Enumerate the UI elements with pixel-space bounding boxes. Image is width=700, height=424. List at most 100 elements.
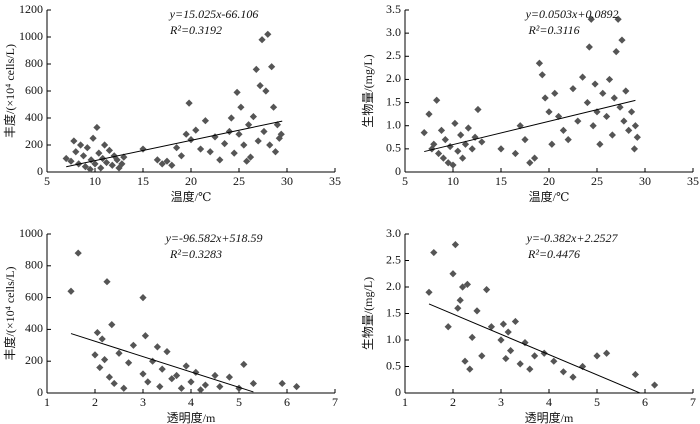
point [120,384,128,392]
y-tick-label: 0.5 [386,358,401,372]
y-tick-label: 2.5 [386,48,401,62]
x-tick-label: 4 [188,395,194,409]
point [192,126,200,134]
x-tick-label: 20 [185,174,197,188]
point [98,335,106,343]
point [430,248,438,257]
point [569,85,577,93]
point [446,142,454,151]
point [264,30,272,38]
y-tick-label: 1.0 [386,117,401,131]
x-tick-label: 4 [546,395,552,409]
x-tick-label: 2 [450,395,456,409]
point [531,352,539,360]
point [163,157,171,165]
x-tick-label: 5 [44,174,50,188]
x-tick-label: 35 [687,174,699,188]
point [67,287,75,295]
point [559,368,567,376]
y-tick-label: 600 [25,289,43,303]
point [433,96,441,104]
y-tick-label: 0 [37,164,43,178]
point [516,360,524,368]
y-tick-label: 0 [395,385,401,399]
y-tick-label: 2.5 [386,252,401,266]
point [420,129,428,137]
point [461,357,469,365]
point [141,332,149,340]
y-axis-label: 丰度/(×10⁴ cells/L) [2,267,17,361]
equation: y=0.0503x+0.0892 [525,7,619,21]
point [499,320,507,328]
point [108,161,116,169]
point [487,323,495,331]
point [435,149,443,158]
point [540,349,548,357]
point [102,158,111,167]
equation: y=-96.582x+518.59 [165,231,263,245]
point [521,136,529,144]
point [173,371,181,380]
point [545,108,553,116]
x-tick-label: 7 [332,395,338,409]
trendline [428,303,641,394]
point [603,112,611,121]
point [211,371,219,380]
point [461,140,470,148]
point [197,386,205,394]
point [225,127,233,136]
point [526,365,534,373]
point [541,94,549,102]
point [233,88,241,96]
point [425,110,433,118]
point [454,147,462,155]
y-tick-label: 1.5 [386,94,401,108]
point [271,148,280,156]
equation: y=-0.382x+2.2527 [526,231,619,245]
point [158,160,166,168]
point [441,136,449,144]
point [631,122,639,130]
point [249,113,257,121]
point [187,378,195,386]
point [616,103,624,111]
y-tick-label: 0 [395,164,401,178]
point [555,112,563,121]
point [206,148,214,156]
x-tick-label: 25 [233,174,245,188]
point [564,136,572,144]
point [97,164,105,172]
point [89,134,97,142]
x-axis-label: 透明度/m [525,410,574,424]
point [99,154,107,163]
y-axis-label: 丰度/(×10⁴ cells/L) [2,44,17,138]
point [459,283,467,291]
y-tick-label: 0.5 [386,141,401,155]
trendline [70,333,254,393]
x-tick-label: 25 [591,174,603,188]
point [158,365,166,373]
point [620,117,628,125]
point [444,323,452,331]
point [252,65,260,73]
point [631,370,639,379]
point [103,278,111,286]
point [437,126,446,134]
point [593,352,601,360]
point [125,359,133,367]
point [113,156,121,164]
point [105,146,113,154]
y-axis-label: 生物量/(mg/L) [361,277,375,350]
point [262,87,270,95]
point [115,349,123,357]
trendline [424,99,636,153]
y-tick-label: 600 [25,83,43,97]
point [86,165,94,173]
point [526,159,534,167]
point [449,161,457,169]
point [596,140,604,148]
point [538,71,546,79]
point [633,133,641,141]
y-tick-label: 200 [25,137,43,151]
point [483,286,491,294]
